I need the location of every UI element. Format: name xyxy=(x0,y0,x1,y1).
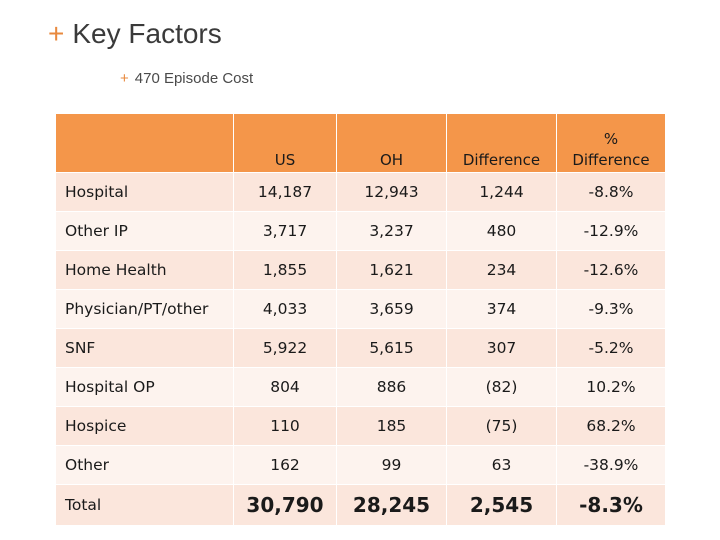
cell-percent-difference: -12.6% xyxy=(556,250,666,290)
cell-us: 14,187 xyxy=(233,172,337,212)
slide-subtitle-text: 470 Episode Cost xyxy=(134,70,254,87)
cell-percent-difference: -38.9% xyxy=(556,445,666,485)
row-label: Hospital xyxy=(55,172,234,212)
row-label: Physician/PT/other xyxy=(55,289,234,329)
cell-oh: 5,615 xyxy=(336,328,447,368)
plus-bullet-icon: + xyxy=(48,18,65,49)
header-us: US xyxy=(233,113,337,173)
cell-difference: (82) xyxy=(446,367,557,407)
cell-oh: 3,237 xyxy=(336,211,447,251)
cell-oh: 185 xyxy=(336,406,447,446)
row-label: Hospice xyxy=(55,406,234,446)
slide-subtitle: +470 Episode Cost xyxy=(120,70,253,88)
table-row: SNF 5,922 5,615 307 -5.2% xyxy=(55,328,666,368)
cell-percent-difference: 68.2% xyxy=(556,406,666,446)
cell-oh: 886 xyxy=(336,367,447,407)
table-header-row: US OH Difference % Difference xyxy=(55,113,666,173)
table-row: Hospital OP 804 886 (82) 10.2% xyxy=(55,367,666,407)
cell-difference: 374 xyxy=(446,289,557,329)
row-label: Other IP xyxy=(55,211,234,251)
total-difference: 2,545 xyxy=(446,484,557,526)
cell-difference: (75) xyxy=(446,406,557,446)
cell-difference: 307 xyxy=(446,328,557,368)
total-oh: 28,245 xyxy=(336,484,447,526)
cell-us: 162 xyxy=(233,445,337,485)
table-row: Physician/PT/other 4,033 3,659 374 -9.3% xyxy=(55,289,666,329)
cell-us: 5,922 xyxy=(233,328,337,368)
header-category xyxy=(55,113,234,173)
table-row: Home Health 1,855 1,621 234 -12.6% xyxy=(55,250,666,290)
table-row: Hospice 110 185 (75) 68.2% xyxy=(55,406,666,446)
cell-us: 3,717 xyxy=(233,211,337,251)
header-percent-symbol: % xyxy=(603,130,619,148)
table-row: Hospital 14,187 12,943 1,244 -8.8% xyxy=(55,172,666,212)
plus-bullet-icon: + xyxy=(120,70,129,87)
cell-oh: 99 xyxy=(336,445,447,485)
cell-us: 4,033 xyxy=(233,289,337,329)
cell-difference: 1,244 xyxy=(446,172,557,212)
cell-oh: 1,621 xyxy=(336,250,447,290)
total-label: Total xyxy=(55,484,234,526)
cell-us: 110 xyxy=(233,406,337,446)
row-label: Home Health xyxy=(55,250,234,290)
header-percent-difference: % Difference xyxy=(556,113,666,173)
cell-difference: 234 xyxy=(446,250,557,290)
cost-comparison-table: US OH Difference % Difference Hospital 14,… xyxy=(55,113,666,526)
cell-oh: 3,659 xyxy=(336,289,447,329)
cell-percent-difference: -9.3% xyxy=(556,289,666,329)
cell-us: 804 xyxy=(233,367,337,407)
row-label: Other xyxy=(55,445,234,485)
cell-oh: 12,943 xyxy=(336,172,447,212)
header-percent-label: Difference xyxy=(572,151,650,169)
header-difference: Difference xyxy=(446,113,557,173)
cell-percent-difference: -12.9% xyxy=(556,211,666,251)
cell-percent-difference: -5.2% xyxy=(556,328,666,368)
cell-us: 1,855 xyxy=(233,250,337,290)
header-oh: OH xyxy=(336,113,447,173)
cell-percent-difference: 10.2% xyxy=(556,367,666,407)
total-percent-difference: -8.3% xyxy=(556,484,666,526)
row-label: SNF xyxy=(55,328,234,368)
cell-difference: 63 xyxy=(446,445,557,485)
total-us: 30,790 xyxy=(233,484,337,526)
table-row-total: Total 30,790 28,245 2,545 -8.3% xyxy=(55,484,666,526)
slide-title: + Key Factors xyxy=(48,16,222,52)
table-row: Other IP 3,717 3,237 480 -12.9% xyxy=(55,211,666,251)
cell-percent-difference: -8.8% xyxy=(556,172,666,212)
row-label: Hospital OP xyxy=(55,367,234,407)
table-body: Hospital 14,187 12,943 1,244 -8.8% Other IP 3,… xyxy=(55,172,666,526)
slide-title-text: Key Factors xyxy=(72,18,222,49)
table-row: Other 162 99 63 -38.9% xyxy=(55,445,666,485)
cell-difference: 480 xyxy=(446,211,557,251)
